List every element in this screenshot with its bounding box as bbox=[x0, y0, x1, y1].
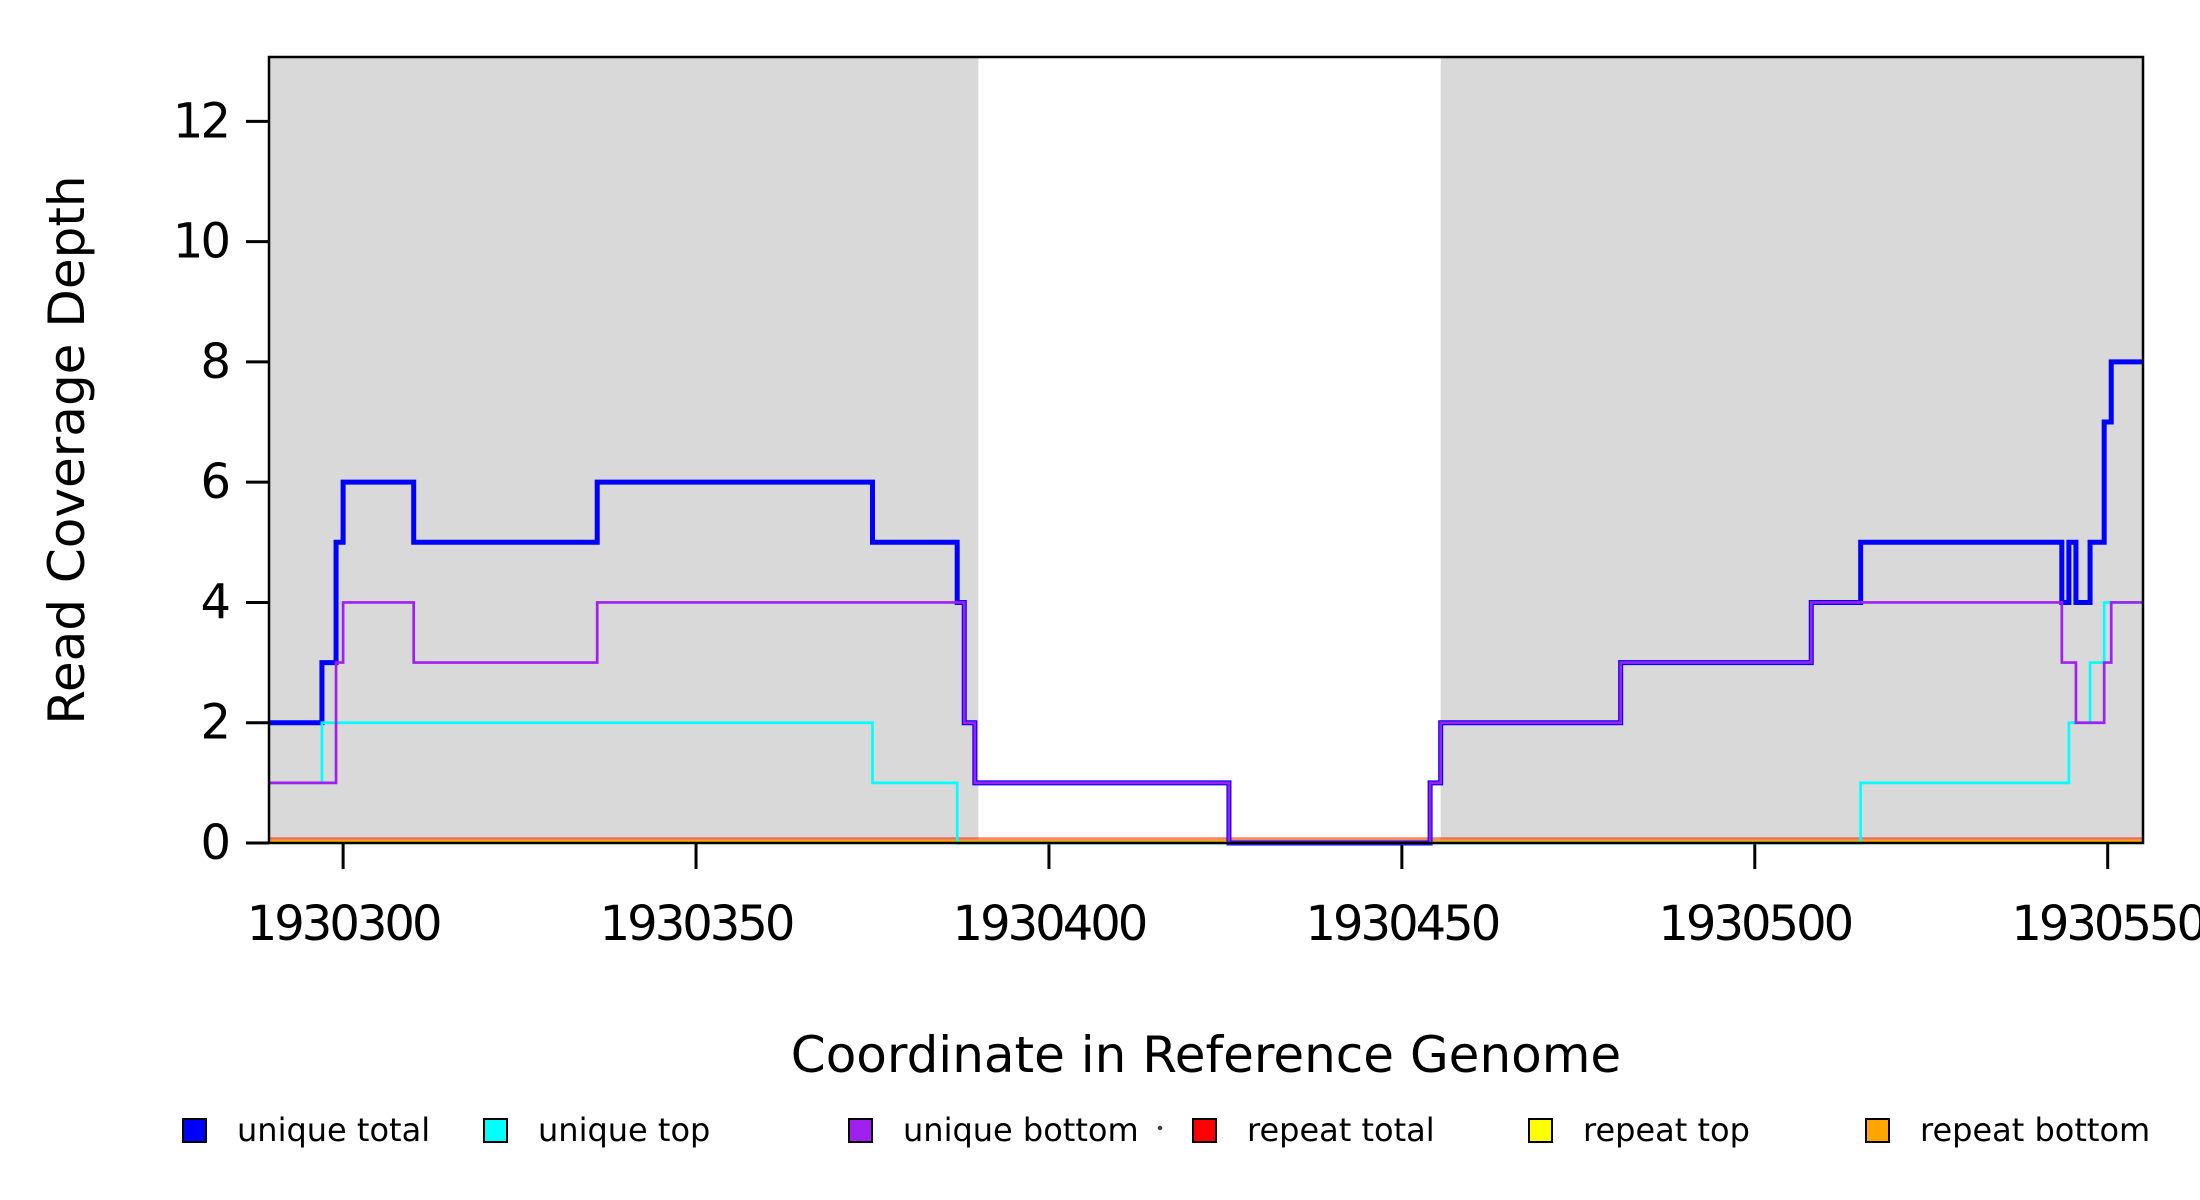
series-line-unique-top bbox=[269, 601, 2143, 845]
x-tick-label: 1930400 bbox=[953, 896, 1146, 952]
x-tick-label: 1930300 bbox=[247, 896, 440, 952]
x-tick-label: 1930350 bbox=[600, 896, 793, 952]
x-axis-title: Coordinate in Reference Genome bbox=[791, 1026, 1621, 1084]
y-tick-label: 4 bbox=[200, 574, 228, 630]
plot-border bbox=[267, 55, 2145, 845]
y-tick-label: 2 bbox=[200, 695, 228, 751]
legend-label-repeat-bottom: repeat bottom bbox=[1920, 1111, 2150, 1149]
y-tick-label: 12 bbox=[173, 93, 228, 149]
legend-swatch-unique-bottom bbox=[848, 1118, 873, 1143]
x-tick-label: 1930550 bbox=[2011, 896, 2200, 952]
legend: unique total unique top unique bottom repea… bbox=[182, 1111, 2150, 1149]
legend-label-unique-total: unique total bbox=[237, 1111, 430, 1149]
y-tick-label: 6 bbox=[200, 454, 228, 510]
legend-label-repeat-total: repeat total bbox=[1247, 1111, 1435, 1149]
x-tick-label: 1930450 bbox=[1305, 896, 1498, 952]
axis-ticks: 1930300 1930350 1930400 1930450 1930500 19305… bbox=[173, 93, 2200, 952]
legend-swatch-repeat-total bbox=[1192, 1118, 1217, 1143]
legend-swatch-repeat-bottom bbox=[1865, 1118, 1890, 1143]
legend-swatch-unique-top bbox=[483, 1118, 508, 1143]
x-tick-label: 1930500 bbox=[1658, 896, 1851, 952]
legend-swatch-repeat-top bbox=[1528, 1118, 1553, 1143]
legend-stray-dot bbox=[1157, 1125, 1163, 1131]
shaded-region bbox=[1440, 57, 2143, 843]
legend-label-repeat-top: repeat top bbox=[1583, 1111, 1750, 1149]
legend-swatch-unique-total bbox=[182, 1118, 207, 1143]
shaded-regions bbox=[269, 57, 2143, 843]
series-line-unique-bottom bbox=[269, 601, 2143, 845]
legend-label-unique-top: unique top bbox=[538, 1111, 710, 1149]
shaded-region bbox=[269, 57, 979, 843]
y-tick-label: 8 bbox=[200, 334, 228, 390]
y-tick-label: 0 bbox=[200, 815, 228, 871]
y-tick-label: 10 bbox=[173, 214, 229, 270]
legend-label-unique-bottom: unique bottom bbox=[903, 1111, 1139, 1149]
y-axis-title: Read Coverage Depth bbox=[38, 175, 96, 724]
series-lines bbox=[269, 359, 2143, 846]
